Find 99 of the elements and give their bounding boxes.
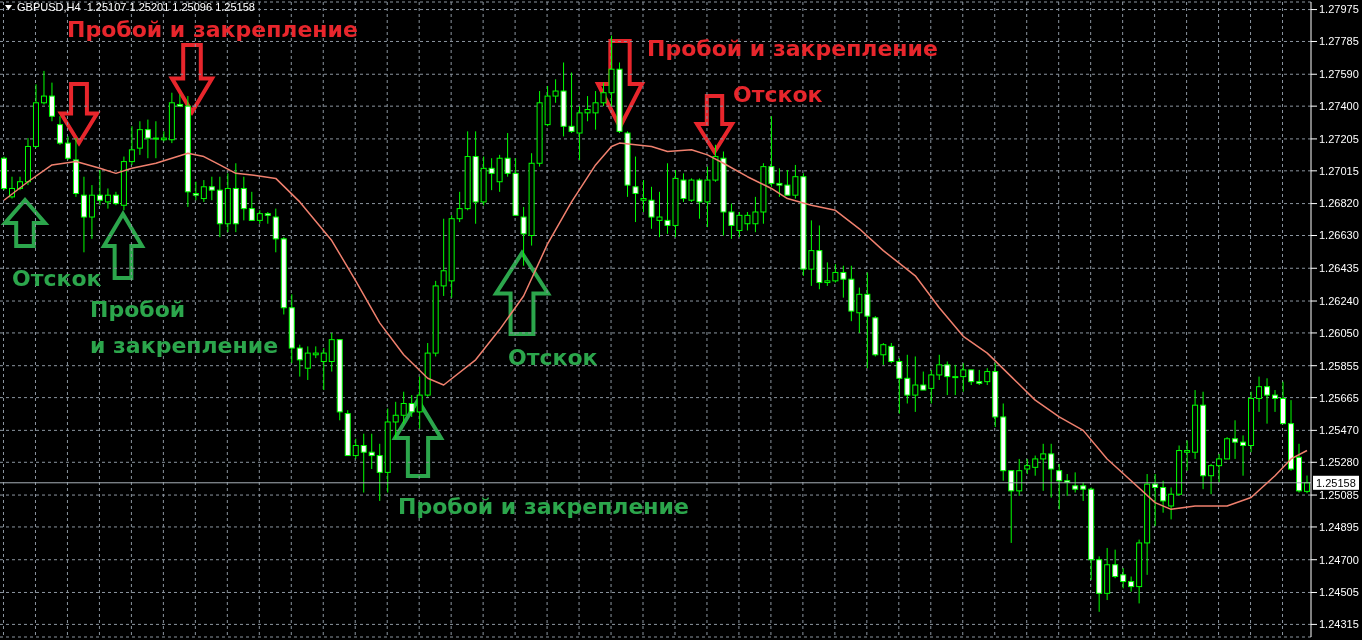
y-tick-label: 1.27975 <box>1319 3 1359 16</box>
candlestick <box>208 176 215 201</box>
candlestick <box>64 135 71 161</box>
candlestick <box>304 345 311 381</box>
candlestick <box>200 179 207 203</box>
candlestick <box>1048 443 1055 499</box>
candlestick <box>352 438 359 460</box>
candlestick <box>440 218 447 297</box>
candlestick <box>80 176 87 253</box>
ref-line-label: 1.25158 <box>1316 476 1356 489</box>
candlestick <box>160 130 167 142</box>
candlestick <box>920 371 927 391</box>
candlestick <box>1120 567 1127 589</box>
candlestick <box>376 443 383 502</box>
candlestick <box>1040 443 1047 492</box>
candlestick <box>144 119 151 159</box>
candlestick <box>400 391 407 425</box>
candlestick <box>40 70 47 105</box>
y-tick-label: 1.26050 <box>1319 326 1359 339</box>
candlestick <box>248 191 255 221</box>
y-tick-label: 1.26240 <box>1319 294 1359 307</box>
candlestick <box>368 433 375 470</box>
candlestick <box>1272 389 1279 413</box>
candlestick <box>416 376 423 430</box>
y-tick-label: 1.26630 <box>1319 229 1359 242</box>
y-tick-label: 1.27015 <box>1319 164 1359 177</box>
candlestick <box>1184 439 1191 472</box>
y-tick-label: 1.26820 <box>1319 197 1359 210</box>
annotation: Пробой <box>90 296 186 324</box>
y-tick-label: 1.25470 <box>1319 424 1359 437</box>
y-tick-label: 1.27205 <box>1319 132 1359 145</box>
candlestick <box>176 93 183 107</box>
candlestick <box>96 169 103 206</box>
candlestick <box>928 369 935 404</box>
candlestick <box>296 344 303 378</box>
candlestick <box>1016 458 1023 497</box>
annotation: Пробой и закрепление <box>398 493 689 521</box>
candlestick <box>240 176 247 221</box>
candlestick <box>1128 576 1135 593</box>
candlestick <box>1080 481 1087 502</box>
candlestick <box>1232 419 1239 460</box>
candlestick <box>864 271 871 369</box>
candlestick <box>960 362 967 393</box>
candlestick <box>320 347 327 391</box>
candlestick <box>912 355 919 413</box>
candlestick <box>1008 470 1015 544</box>
annotation: Отскок <box>733 81 823 109</box>
candlestick <box>1256 376 1263 413</box>
candlestick <box>1032 455 1039 477</box>
candlestick <box>952 364 959 396</box>
candlestick <box>1224 436 1231 460</box>
candlestick <box>1168 486 1175 520</box>
candlestick <box>888 342 895 364</box>
candlestick <box>944 361 951 396</box>
candlestick <box>1208 463 1215 495</box>
y-tick-label: 1.24700 <box>1319 553 1359 566</box>
candlestick <box>880 342 887 366</box>
candlestick <box>152 120 159 159</box>
candlestick <box>360 433 367 494</box>
candlestick <box>392 401 399 440</box>
y-tick-label: 1.24505 <box>1319 586 1359 599</box>
candlestick <box>1056 463 1063 510</box>
annotation: Пробой и закрепление <box>647 35 938 63</box>
candlestick <box>136 120 143 156</box>
candlestick <box>936 354 943 381</box>
y-tick-label: 1.27785 <box>1319 35 1359 48</box>
annotation: и закрепление <box>90 332 279 360</box>
annotation: Пробой и закрепление <box>67 16 358 44</box>
candlestick <box>904 354 911 404</box>
candlestick <box>192 181 199 201</box>
y-tick-label: 1.24895 <box>1319 520 1359 533</box>
candlestick <box>408 394 415 418</box>
chart-title: GBPUSD,H4 1.25107 1.25201 1.25096 1.25158 <box>17 1 255 13</box>
candlestick <box>48 82 55 122</box>
candlestick <box>1112 549 1119 579</box>
candlestick <box>128 125 135 166</box>
candlestick <box>632 156 639 223</box>
candlestick <box>1264 377 1271 425</box>
candlestick <box>1216 453 1223 483</box>
candlestick <box>104 187 111 210</box>
y-tick-label: 1.24315 <box>1319 618 1359 631</box>
candlestick <box>56 115 63 146</box>
y-tick-label: 1.25855 <box>1319 359 1359 372</box>
candlestick <box>1240 434 1247 477</box>
y-tick-label: 1.26435 <box>1319 262 1359 275</box>
candlestick <box>1152 473 1159 527</box>
y-tick-label: 1.25085 <box>1319 488 1359 501</box>
y-tick-label: 1.27400 <box>1319 100 1359 113</box>
candlestick <box>896 357 903 415</box>
candlestick <box>328 332 335 373</box>
annotation: Отскок <box>508 344 598 372</box>
candlestick <box>1072 471 1079 494</box>
candlestick <box>88 184 95 240</box>
annotation: Отскок <box>12 265 102 293</box>
candlestick <box>272 208 279 253</box>
y-tick-label: 1.27590 <box>1319 68 1359 81</box>
candlestick <box>1160 480 1167 514</box>
y-tick-label: 1.25665 <box>1319 391 1359 404</box>
y-tick-label: 1.25280 <box>1319 456 1359 469</box>
